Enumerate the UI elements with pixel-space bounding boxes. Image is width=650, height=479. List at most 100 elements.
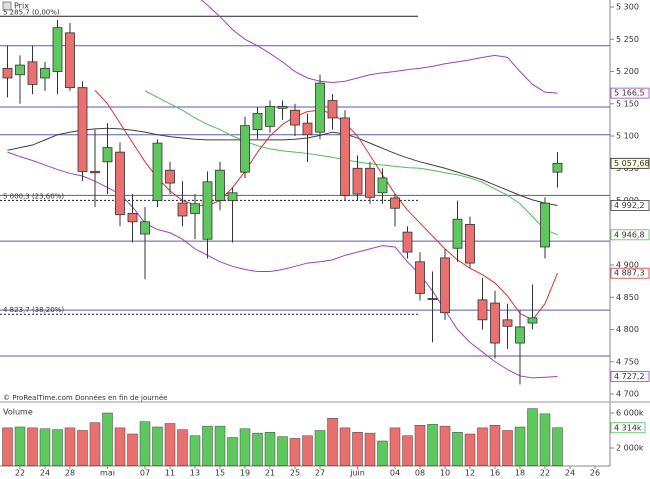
fib-label: 4 823,7 (38,20%) — [3, 306, 64, 314]
indicator-line — [94, 89, 558, 321]
icon — [2, 1, 12, 11]
x-tick-label: mai — [100, 469, 115, 478]
y-tick-label: 5 150 — [616, 99, 639, 108]
volume-bar — [264, 432, 276, 466]
price-tag — [610, 371, 650, 382]
volume-tag — [610, 422, 646, 434]
volume-bar — [189, 435, 201, 466]
volume-bar — [352, 432, 363, 466]
volume-title: Volume — [3, 408, 33, 417]
x-tick-label: 15 — [215, 469, 225, 478]
fib-label: 5 285,7 (0,00%) — [3, 8, 60, 16]
x-tick-label: 08 — [415, 469, 425, 478]
volume-bar — [277, 436, 288, 466]
candle-body — [290, 109, 300, 126]
candle-body — [527, 317, 538, 324]
volume-bar — [402, 435, 413, 466]
volume-bar — [2, 427, 13, 466]
candle-body — [165, 169, 175, 184]
candle-body — [327, 100, 338, 119]
volume-bar — [477, 427, 488, 466]
candle-body — [390, 197, 400, 209]
candle-body — [2, 67, 13, 79]
indicator-line — [144, 90, 558, 236]
candle-body — [27, 61, 38, 85]
volume-bar — [177, 429, 188, 466]
x-tick-label: 10 — [440, 469, 450, 478]
candle-body — [127, 213, 138, 223]
volume-bar — [464, 433, 476, 466]
y-tick-label: 5 250 — [616, 35, 639, 44]
candle-body — [440, 257, 450, 314]
candle-body — [152, 142, 163, 201]
volume-bar — [102, 412, 113, 466]
x-tick-label: 28 — [65, 469, 75, 478]
x-tick-label: 18 — [515, 469, 525, 478]
candle-body — [102, 147, 113, 163]
indicator-line — [7, 151, 558, 379]
price-tag — [610, 229, 650, 241]
volume-bar — [39, 428, 51, 466]
x-tick-label: juin — [349, 469, 365, 478]
volume-bar — [527, 408, 538, 466]
x-tick-label: 13 — [190, 469, 200, 478]
candle-body — [315, 82, 325, 133]
y-tick-label: 5 200 — [616, 67, 639, 76]
x-tick-label: 11 — [165, 469, 175, 478]
price-tag — [610, 157, 650, 169]
x-tick-label: 12 — [465, 469, 475, 478]
x-tick-label: 07 — [140, 469, 150, 478]
volume-bar — [164, 423, 176, 466]
footer: © ProRealTime.com Données en fin de jour… — [3, 394, 167, 402]
candle-body — [65, 32, 75, 89]
volume-bar — [314, 430, 326, 466]
candle-body — [40, 67, 50, 79]
volume-bar — [14, 426, 26, 466]
indicator-line — [200, 0, 558, 94]
price-tag-label: 4 992,2 — [614, 201, 645, 210]
x-tick-label: 25 — [290, 469, 300, 478]
volume-bar — [202, 425, 213, 466]
candle-body — [365, 167, 375, 198]
volume-tag-label: 4 314k — [614, 423, 642, 432]
volume-bar — [552, 427, 563, 466]
volume-bar — [439, 425, 451, 466]
y-tick-label: 4 900 — [616, 261, 639, 270]
volume-bar — [77, 430, 88, 466]
x-tick-label: 22 — [15, 469, 25, 478]
x-tick-label: 26 — [590, 469, 600, 478]
candle-body — [190, 203, 200, 214]
candle-body — [415, 261, 425, 294]
candle-body — [402, 231, 413, 253]
x-tick-label: 24 — [565, 469, 575, 478]
volume-bar — [364, 432, 376, 466]
volume-bar — [127, 433, 138, 466]
price-tag-label: 4 727,2 — [614, 372, 645, 381]
x-tick-label: 24 — [40, 469, 50, 478]
candle-body — [302, 122, 313, 136]
candle-body — [490, 302, 500, 344]
price-tag-label: 5 166,5 — [614, 89, 645, 98]
candle-body — [140, 221, 150, 235]
candle-body — [552, 162, 563, 173]
x-tick-label: 19 — [240, 469, 250, 478]
candle-body — [465, 223, 475, 264]
candle-body — [52, 27, 63, 72]
candle-body — [90, 171, 100, 174]
volume-bar — [414, 425, 426, 466]
candle-body — [377, 177, 388, 194]
candle-body — [240, 125, 250, 173]
volume-bar — [289, 438, 301, 466]
volume-bar — [252, 432, 263, 466]
volume-bar — [452, 432, 463, 466]
candle-body — [265, 105, 275, 127]
panel-title: Prix — [14, 2, 29, 11]
volume-bar — [514, 426, 526, 466]
volume-bar — [227, 437, 238, 466]
x-tick-label: 04 — [390, 469, 400, 478]
candle-body — [340, 117, 350, 196]
volume-bar — [427, 424, 438, 466]
volume-bar — [214, 425, 226, 466]
candle-body — [452, 218, 463, 249]
